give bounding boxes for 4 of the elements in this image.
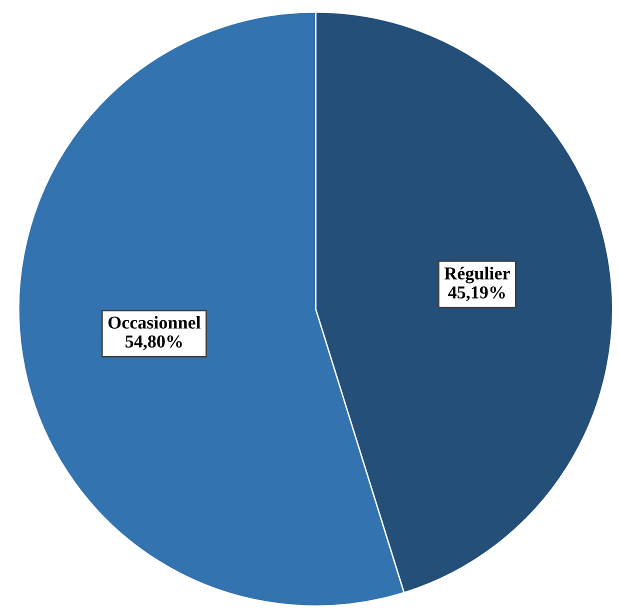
slice-label: Occasionnel (108, 316, 201, 329)
data-label: 45,19% (448, 286, 505, 302)
data-label: 54,80% (126, 335, 182, 350)
slice-label: Régulier (444, 266, 510, 284)
